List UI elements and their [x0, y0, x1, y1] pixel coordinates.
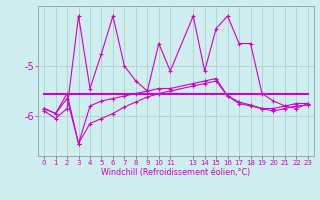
X-axis label: Windchill (Refroidissement éolien,°C): Windchill (Refroidissement éolien,°C): [101, 168, 251, 177]
